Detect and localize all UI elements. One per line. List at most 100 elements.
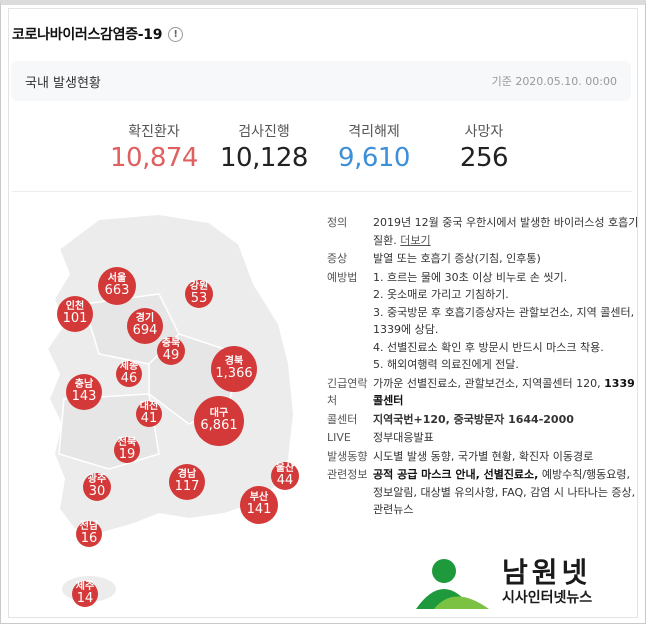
region-name: 충남	[74, 378, 94, 390]
stat-label: 사망자	[464, 124, 504, 140]
info-label: 정의	[327, 216, 348, 229]
region-count: 141	[246, 502, 272, 518]
region-bubble[interactable]: 인천 101	[57, 296, 93, 332]
region-name: 경남	[177, 468, 197, 480]
region-name: 경기	[135, 312, 155, 324]
related-links[interactable]: 예방수칙/행동요령, 정보알림, 대상별 유의사항, FAQ, 감염 시 나타나…	[373, 468, 636, 516]
status-title: 국내 발생현황	[25, 75, 101, 91]
stat-label: 검사진행	[238, 124, 290, 140]
divider	[12, 191, 632, 192]
region-name: 충북	[161, 337, 181, 349]
symptom-text: 발열 또는 호흡기 증상(기침, 인후통)	[373, 252, 541, 265]
stat-label: 격리해제	[348, 124, 400, 140]
watermark-subtitle: 시사인터넷뉴스	[502, 590, 593, 606]
stats-row: 확진환자 10,874 검사진행 10,128 격리해제 9,610 사망자 2…	[9, 121, 639, 181]
region-count: 41	[140, 411, 158, 427]
info-row-definition: 정의 2019년 12월 중국 우한시에서 발생한 바이러스성 호흡기 질환. …	[327, 214, 639, 249]
card-header: 코로나바이러스감염증-19 !	[12, 24, 184, 44]
region-name: 인천	[65, 300, 85, 312]
region-count: 46	[120, 371, 138, 387]
region-bubble[interactable]: 충북 49	[157, 337, 185, 365]
region-bubble[interactable]: 강원 53	[185, 280, 213, 308]
card-title: 코로나바이러스감염증-19	[12, 27, 163, 43]
region-name: 대구	[209, 407, 229, 419]
region-bubble[interactable]: 경북 1,366	[211, 346, 257, 392]
region-bubble[interactable]: 경남 117	[169, 464, 205, 500]
watermark-title: 남원넷	[502, 556, 592, 589]
info-label: 긴급연락처	[327, 376, 368, 408]
trend-links[interactable]: 시도별 발생 동향, 국가별 현황, 확진자 이동경로	[373, 449, 594, 463]
definition-text: 2019년 12월 중국 우한시에서 발생한 바이러스성 호흡기 질환.	[373, 216, 639, 247]
emergency-text[interactable]: 가까운 선별진료소, 관할보건소, 지역콜센터 120,	[373, 376, 601, 390]
info-row-trend: 발생동향 시도별 발생 동향, 국가별 현황, 확진자 이동경로	[327, 448, 639, 466]
info-row-related: 관련정보 공적 공급 마스크 안내, 선별진료소, 예방수칙/행동요령, 정보알…	[327, 466, 639, 519]
prevention-item: 2. 옷소매로 가리고 기침하기.	[373, 288, 509, 301]
watermark-emblem	[416, 559, 489, 609]
region-count: 6,861	[200, 418, 238, 434]
prevention-item: 5. 해외여행력 의료진에게 전달.	[373, 358, 519, 371]
region-count: 117	[174, 479, 200, 495]
region-name: 경북	[224, 355, 244, 367]
info-label: 예방법	[327, 270, 358, 284]
info-list: 정의 2019년 12월 중국 우한시에서 발생한 바이러스성 호흡기 질환. …	[327, 214, 639, 520]
stat-confirmed: 확진환자 10,874	[94, 121, 214, 173]
info-label: LIVE	[327, 431, 351, 444]
region-count: 53	[190, 291, 208, 307]
region-bubble[interactable]: 경기 694	[127, 308, 163, 344]
emergency-bold: 1339 콜센터	[373, 376, 635, 408]
info-row-callcenter: 콜센터 지역국번+120, 중국방문자 1644-2000	[327, 411, 639, 429]
region-name: 부산	[249, 491, 269, 503]
region-name: 광주	[87, 473, 107, 485]
status-date: 기준 2020.05.10. 00:00	[491, 75, 617, 88]
stat-released: 격리해제 9,610	[314, 121, 434, 173]
info-row-live: LIVE 정부대응발표	[327, 429, 639, 447]
info-label: 증상	[327, 252, 348, 265]
region-count: 143	[71, 389, 97, 405]
info-row-emergency: 긴급연락처 가까운 선별진료소, 관할보건소, 지역콜센터 120, 1339 …	[327, 375, 639, 410]
region-count: 694	[132, 323, 158, 339]
region-count: 16	[80, 531, 98, 547]
region-count: 101	[62, 311, 88, 327]
region-name: 울산	[275, 462, 295, 474]
covid-card: 코로나바이러스감염증-19 ! 국내 발생현황 기준 2020.05.10. 0…	[8, 8, 638, 618]
region-bubble[interactable]: 서울 663	[98, 267, 136, 305]
info-label: 관련정보	[327, 468, 368, 481]
info-row-prevention: 예방법 1. 흐르는 물에 30초 이상 비누로 손 씻기. 2. 옷소매로 가…	[327, 269, 639, 374]
region-count: 30	[88, 484, 106, 500]
region-name: 서울	[107, 272, 127, 284]
region-bubble[interactable]: 전남 16	[76, 521, 102, 547]
watermark-logo: 남원넷 시사인터넷뉴스	[414, 549, 639, 617]
callcenter-text: 지역국번+120, 중국방문자 1644-2000	[373, 412, 574, 426]
region-bubble[interactable]: 울산 44	[271, 462, 299, 490]
more-link[interactable]: 더보기	[400, 233, 431, 247]
prevention-item: 1. 흐르는 물에 30초 이상 비누로 손 씻기.	[373, 270, 568, 284]
region-name: 제주	[75, 580, 95, 592]
info-icon[interactable]: !	[168, 26, 184, 42]
region-count: 19	[118, 447, 136, 463]
live-link[interactable]: 정부대응발표	[373, 431, 434, 444]
stat-testing: 검사진행 10,128	[204, 121, 324, 173]
info-row-symptom: 증상 발열 또는 호흡기 증상(기침, 인후통)	[327, 250, 639, 268]
region-count: 663	[104, 283, 130, 299]
region-bubble[interactable]: 대구 6,861	[194, 396, 244, 446]
region-bubble[interactable]: 대전 41	[136, 401, 162, 427]
region-bubble[interactable]: 제주 14	[72, 581, 98, 607]
stat-value: 256	[459, 143, 509, 173]
stat-deaths: 사망자 256	[424, 121, 544, 173]
region-bubble[interactable]: 전북 19	[114, 437, 140, 463]
stat-value: 10,128	[220, 143, 308, 173]
korea-map: 서울 663 인천 101 경기 694 강원 53 충북 49 세종 46 충남 143 대전 41 경북 1,…	[39, 214, 329, 614]
region-bubble[interactable]: 충남 143	[66, 374, 102, 410]
stat-value: 10,874	[110, 143, 198, 173]
region-bubble[interactable]: 세종 46	[116, 361, 142, 387]
region-count: 44	[276, 473, 294, 489]
prevention-item: 4. 선별진료소 확인 후 방문시 반드시 마스크 착용.	[373, 340, 604, 354]
region-name: 대전	[139, 400, 159, 412]
related-bold-links[interactable]: 공적 공급 마스크 안내, 선별진료소,	[373, 468, 539, 481]
map-outline	[45, 214, 296, 604]
region-bubble[interactable]: 부산 141	[240, 486, 278, 524]
prevention-item: 3. 중국방문 후 호흡기증상자는 관할보건소, 지역 콜센터, 1339에 상…	[373, 305, 635, 337]
info-label: 콜센터	[327, 412, 358, 426]
region-bubble[interactable]: 광주 30	[83, 473, 111, 501]
region-count: 49	[162, 348, 180, 364]
